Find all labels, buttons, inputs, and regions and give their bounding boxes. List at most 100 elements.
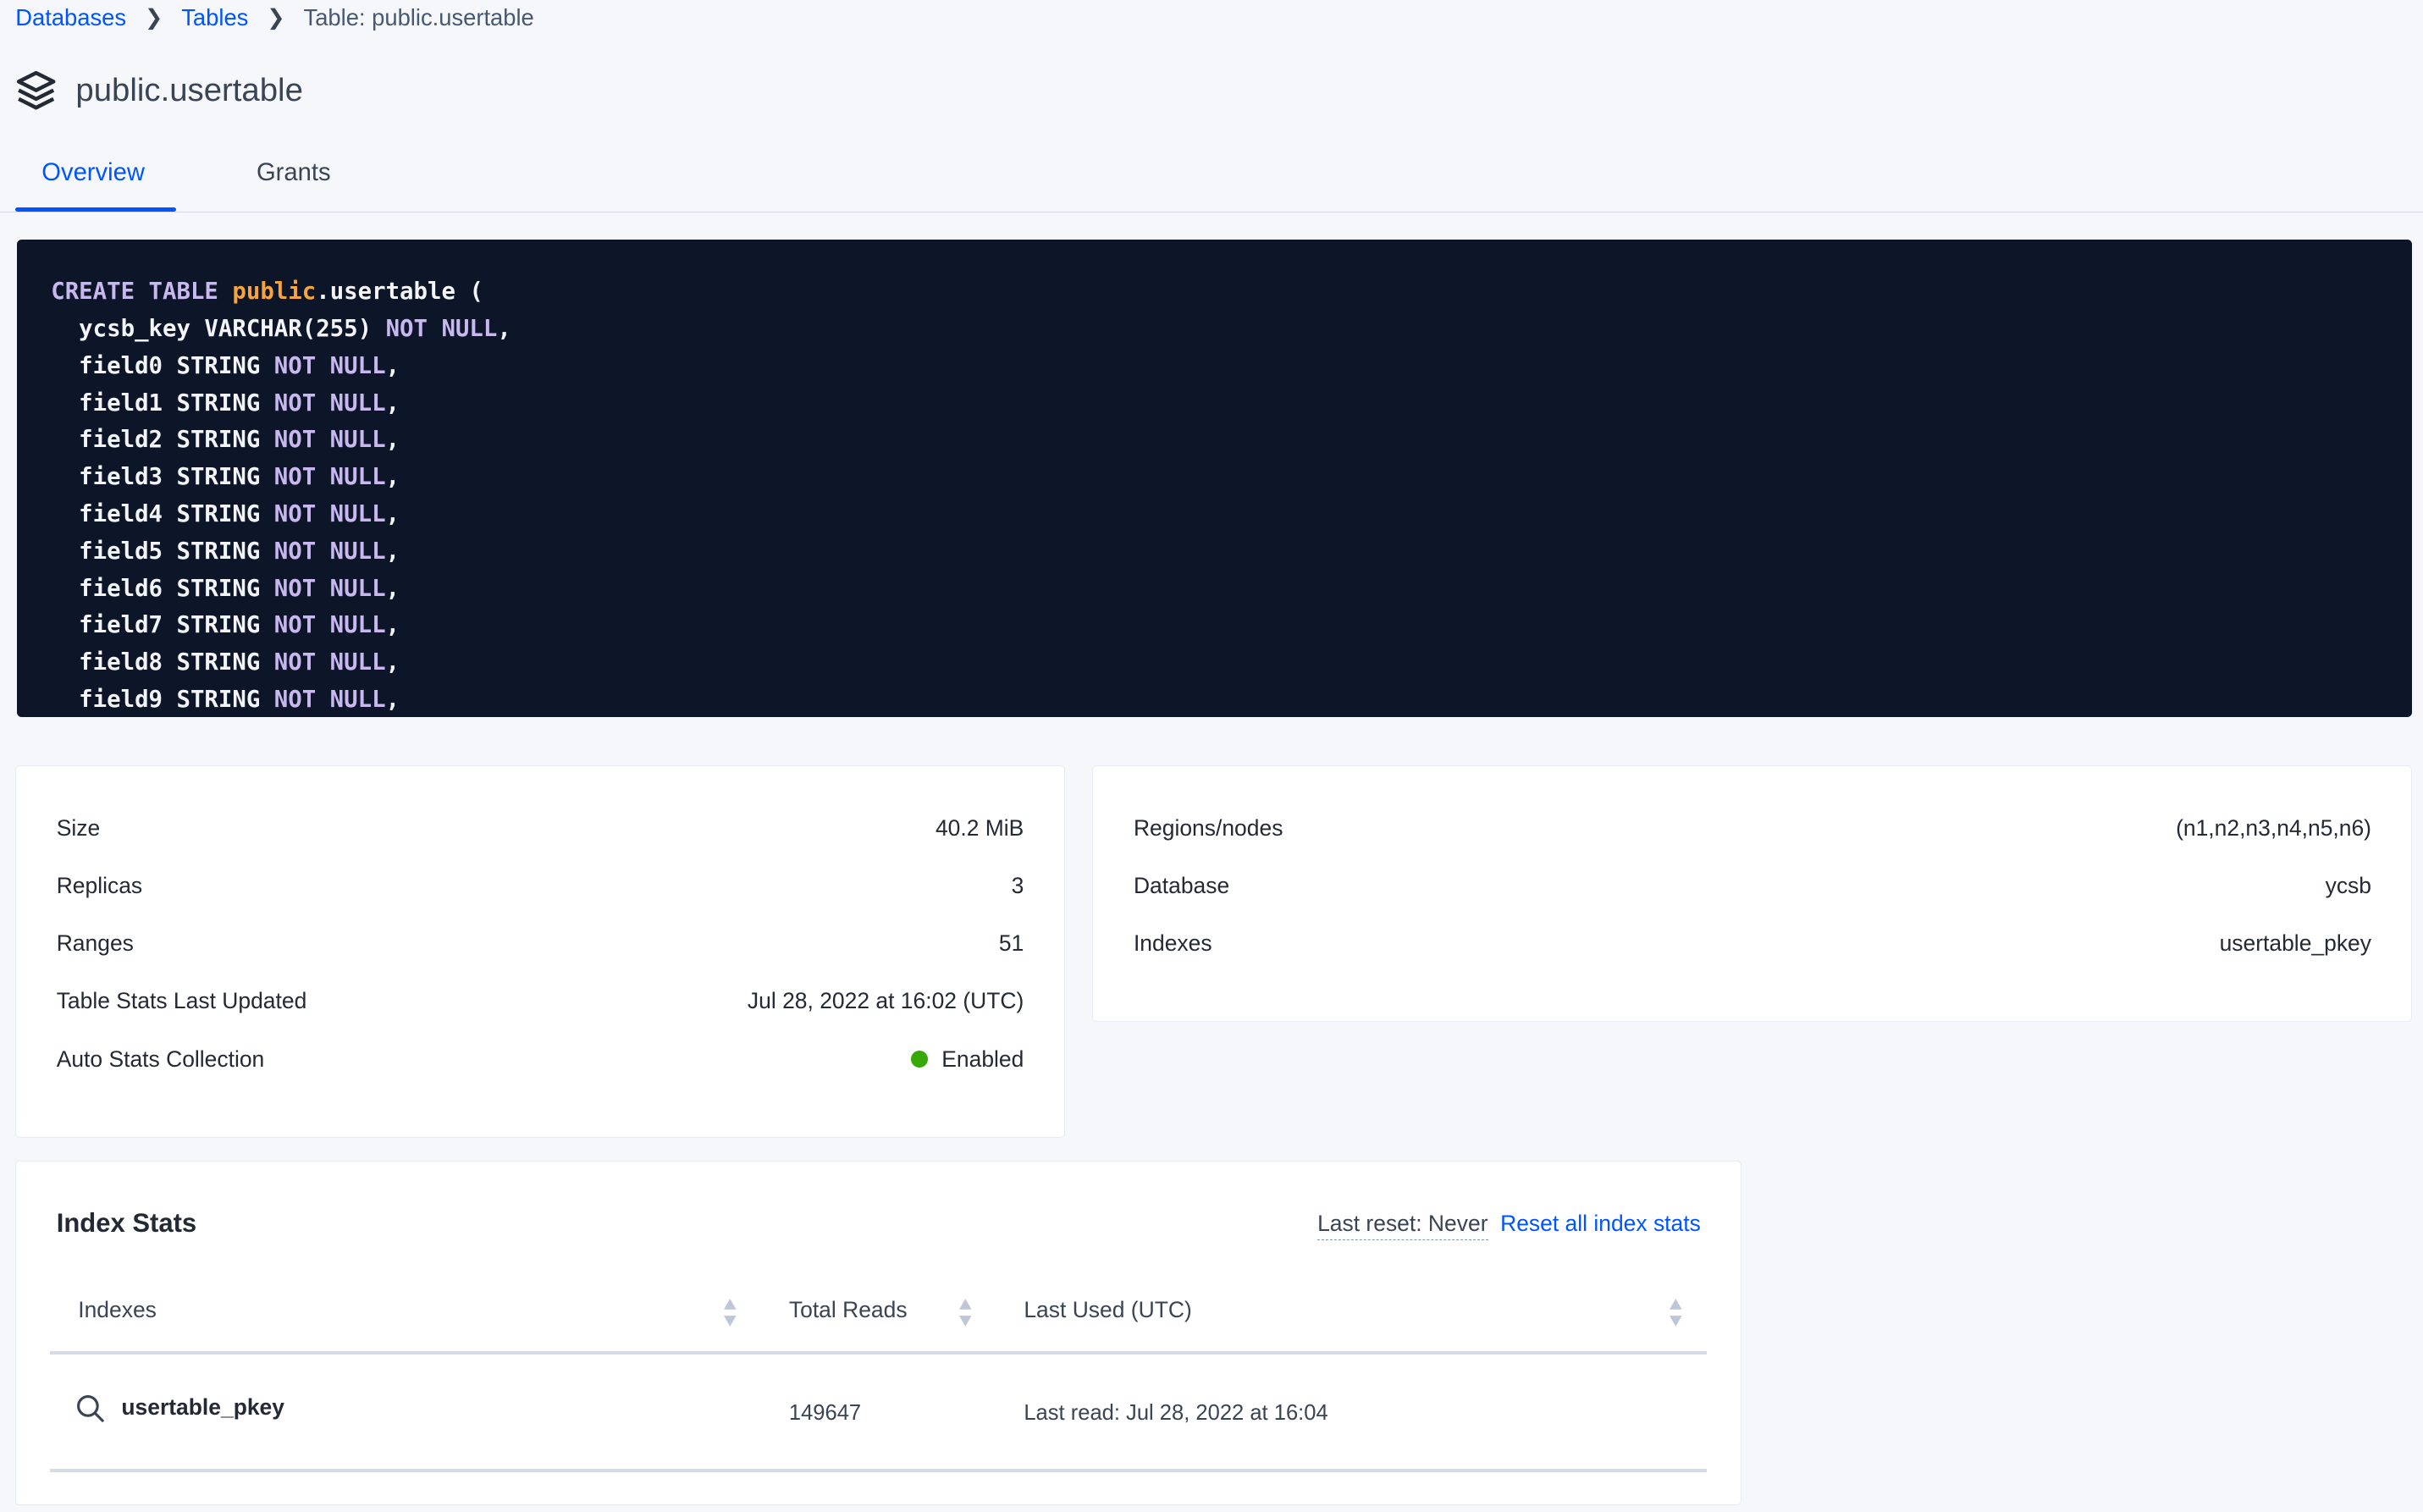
index-stats-card: Index Stats Last reset: Never Reset all i… [15,1160,1742,1505]
column-header-indexes[interactable]: Indexes [78,1297,157,1323]
stat-row: Table Stats Last Updated Jul 28, 2022 at … [57,973,1024,1030]
sql-text: ycsb_key VARCHAR(255) [51,315,386,342]
table-location-card: Regions/nodes (n1,n2,n3,n4,n5,n6) Database… [1092,764,2413,1022]
stat-label: Ranges [56,930,134,957]
sql-keyword: NOT NULL [273,427,386,454]
code-line: field6 STRING NOT NULL, [51,571,2378,608]
column-header-total-reads[interactable]: Total Reads [788,1297,908,1323]
sql-text: field9 STRING [51,687,274,713]
page-title: public.usertable [75,71,303,108]
code-line: field7 STRING NOT NULL, [51,607,2378,644]
stat-row: Indexes usertable_pkey [1134,915,2371,973]
sql-text: field4 STRING [51,500,274,527]
total-reads-value: 149647 [788,1400,862,1425]
sql-code: CREATE TABLE public.usertable ( ycsb_key… [17,240,2412,717]
page-header: public.usertable [15,69,303,111]
stat-row: Size 40.2 MiB [57,800,1024,858]
breadcrumb-tables[interactable]: Tables [181,4,249,31]
stat-row: Database ycsb [1134,858,2371,915]
sql-keyword: NOT NULL [273,500,386,527]
active-tab-indicator [15,207,177,212]
sql-text: , [385,687,400,713]
stat-value: Jul 28, 2022 at 16:02 (UTC) [747,988,1024,1014]
create-statement-code[interactable]: CREATE TABLE public.usertable ( ycsb_key… [17,239,2413,717]
sort-icon[interactable] [724,1299,737,1327]
sql-text: field1 STRING [51,389,274,417]
sql-text: , [385,464,400,491]
column-header-last-used[interactable]: Last Used (UTC) [1024,1297,1192,1323]
stat-label: Size [56,815,101,842]
sql-keyword: NOT NULL [273,352,386,379]
sort-icon[interactable] [1670,1299,1682,1327]
sql-text: field2 STRING [51,427,274,454]
tab-grants[interactable]: Grants [256,158,331,186]
sql-text: field6 STRING [51,575,274,602]
breadcrumb: Databases ❯ Tables ❯ Table: public.usert… [15,4,534,31]
last-used-value: Last read: Jul 28, 2022 at 16:04 [1024,1400,1328,1425]
sql-keyword: NOT NULL [273,575,386,602]
stat-row: Regions/nodes (n1,n2,n3,n4,n5,n6) [1134,800,2371,858]
stat-value-wrap: ycsb [2326,873,2371,899]
sql-text: , [385,575,400,602]
stat-value: usertable_pkey [2219,930,2371,957]
stat-row: Auto Stats Collection Enabled [57,1030,1024,1088]
index-name-link[interactable]: usertable_pkey [121,1394,284,1421]
stat-value: (n1,n2,n3,n4,n5,n6) [2176,815,2371,842]
stat-value-wrap: Enabled [910,1046,1024,1073]
stat-value: Enabled [941,1046,1024,1072]
stat-label: Regions/nodes [1133,815,1283,842]
breadcrumb-databases[interactable]: Databases [15,4,127,31]
search-icon [77,1395,105,1423]
layers-icon [17,70,56,110]
header-divider [50,1351,1708,1355]
table-stats-card: Size 40.2 MiB Replicas 3 Ranges 51 Table Stats… [15,764,1065,1138]
stat-value: ycsb [2325,873,2371,899]
code-line: field9 STRING NOT NULL, [51,682,2378,717]
stat-label: Indexes [1133,930,1212,957]
sql-text: .usertable ( [316,279,483,306]
code-line: field5 STRING NOT NULL, [51,533,2378,571]
sql-text: , [385,389,400,417]
breadcrumb-current: Table: public.usertable [303,4,534,31]
stat-value: 51 [998,930,1024,957]
code-line: field4 STRING NOT NULL, [51,496,2378,533]
sql-text: , [385,500,400,527]
sql-text: , [385,612,400,639]
code-line: field2 STRING NOT NULL, [51,422,2378,459]
sql-keyword: NOT NULL [273,389,386,417]
last-reset-label[interactable]: Last reset: Never [1317,1211,1488,1240]
stat-value: 40.2 MiB [935,815,1024,842]
row-divider [50,1469,1708,1472]
sql-keyword: CREATE TABLE [51,279,233,306]
stat-value-wrap: 3 [1012,873,1024,899]
sql-text: , [497,315,511,342]
code-line: field1 STRING NOT NULL, [51,385,2378,422]
sql-text: , [385,427,400,454]
code-line: field0 STRING NOT NULL, [51,348,2378,385]
stat-value-wrap: Jul 28, 2022 at 16:02 (UTC) [748,988,1024,1014]
sql-text: field5 STRING [51,538,274,565]
reset-index-stats-link[interactable]: Reset all index stats [1500,1211,1701,1237]
stat-row: Ranges 51 [57,915,1024,973]
code-line: ycsb_key VARCHAR(255) NOT NULL, [51,311,2378,348]
chevron-right-icon: ❯ [144,6,163,30]
stat-label: Table Stats Last Updated [56,988,307,1014]
sql-keyword: NOT NULL [385,315,498,342]
sort-icon[interactable] [958,1299,972,1327]
stat-label: Auto Stats Collection [56,1046,265,1072]
stat-label: Database [1133,873,1230,899]
sql-text: field8 STRING [51,649,274,676]
sql-keyword: NOT NULL [273,612,386,639]
status-dot-icon [910,1051,928,1068]
tab-overview[interactable]: Overview [41,158,145,186]
tab-bar: Overview Grants [0,148,2423,213]
stat-value: 3 [1011,873,1024,899]
index-stats-title: Index Stats [56,1207,197,1238]
sql-keyword: NOT NULL [273,649,386,676]
sql-text: field7 STRING [51,612,274,639]
index-stats-reset: Last reset: Never Reset all index stats [1317,1211,1701,1240]
stat-row: Replicas 3 [57,858,1024,915]
stat-value-wrap: 40.2 MiB [936,815,1024,842]
sql-text: field3 STRING [51,464,274,491]
